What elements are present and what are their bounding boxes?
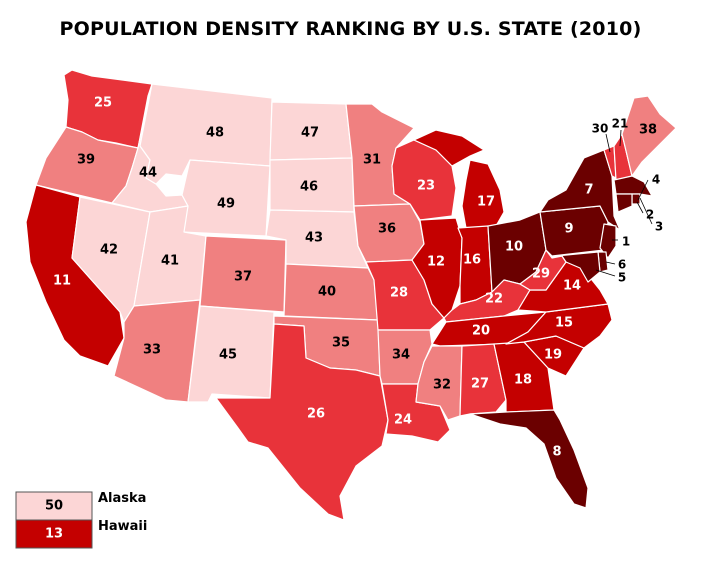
rank-new-jersey: 1: [622, 235, 630, 249]
state-new-jersey: [599, 223, 617, 259]
rank-south-dakota: 46: [300, 180, 318, 195]
rank-new-york: 7: [584, 183, 593, 198]
rank-pennsylvania: 9: [564, 222, 573, 237]
state-north-carolina: [505, 303, 613, 349]
state-new-mexico: [187, 305, 275, 403]
leader-lines: [595, 129, 653, 277]
rank-washington: 25: [94, 96, 112, 111]
state-massachusetts: [613, 175, 653, 197]
rank-montana: 48: [206, 126, 224, 141]
rank-wisconsin: 23: [417, 179, 435, 194]
rank-texas: 26: [307, 407, 325, 422]
inset-name-alaska: Alaska: [98, 491, 146, 506]
map-title: POPULATION DENSITY RANKING BY U.S. STATE…: [59, 18, 642, 40]
rank-massachusetts: 3: [655, 220, 663, 234]
rank-missouri: 28: [390, 286, 408, 301]
inset-rank-alaska: 50: [45, 499, 63, 514]
rank-north-carolina: 15: [555, 316, 573, 331]
rank-california: 11: [53, 274, 71, 289]
rank-oregon: 39: [77, 153, 95, 168]
state-arizona: [113, 299, 201, 403]
state-connecticut: [615, 193, 633, 213]
rank-wyoming: 49: [217, 197, 235, 212]
state-new-york: [539, 149, 621, 231]
rank-utah: 41: [161, 254, 179, 269]
rank-south-carolina: 19: [544, 348, 562, 363]
rank-delaware: 6: [618, 258, 626, 272]
rank-new-hampshire: 21: [612, 117, 629, 131]
rank-connecticut: 4: [652, 173, 660, 187]
rank-louisiana: 24: [394, 413, 412, 428]
rank-illinois: 12: [427, 255, 445, 270]
rank-arkansas: 34: [392, 348, 410, 363]
state-maine: [621, 95, 677, 177]
leader-rhode-island: [636, 201, 644, 214]
rank-florida: 8: [552, 445, 561, 460]
state-maryland: [555, 251, 601, 283]
rank-michigan: 17: [477, 195, 495, 210]
leader-maryland: [595, 269, 616, 277]
leader-massachusetts: [639, 197, 653, 225]
leader-connecticut: [637, 179, 649, 201]
rank-alabama: 27: [471, 377, 489, 392]
state-pennsylvania: [539, 205, 609, 257]
rank-indiana: 16: [463, 253, 481, 268]
state-florida: [469, 409, 589, 509]
inset-rank-hawaii: 13: [45, 527, 63, 542]
rank-maine: 38: [639, 123, 657, 138]
rank-ohio: 10: [505, 240, 523, 255]
rank-iowa: 36: [378, 222, 396, 237]
rank-arizona: 33: [143, 343, 161, 358]
rank-north-dakota: 47: [301, 126, 319, 141]
rank-oklahoma: 35: [332, 336, 350, 351]
inset-box-alaska: [15, 491, 93, 521]
rank-nebraska: 43: [305, 231, 323, 246]
rank-tennessee: 20: [472, 324, 490, 339]
rank-maryland: 5: [618, 271, 626, 285]
rank-rhode-island: 2: [646, 208, 654, 222]
rank-vermont: 30: [592, 122, 609, 136]
state-michigan-upper: [413, 129, 485, 167]
rank-colorado: 37: [234, 270, 252, 285]
rank-nevada: 42: [100, 243, 118, 258]
leader-vermont: [605, 133, 611, 153]
rank-kentucky: 22: [485, 292, 503, 307]
rank-kansas: 40: [318, 285, 336, 300]
rank-mississippi: 32: [433, 378, 451, 393]
leader-new-hampshire: [619, 129, 622, 147]
rank-virginia: 14: [563, 279, 581, 294]
insets: 50 Alaska 13 Hawaii: [15, 491, 147, 549]
inset-box-hawaii: [15, 519, 93, 549]
inset-name-hawaii: Hawaii: [98, 519, 147, 534]
rank-new-mexico: 45: [219, 348, 237, 363]
rank-minnesota: 31: [363, 153, 381, 168]
rank-west-virginia: 29: [532, 267, 550, 282]
state-texas: [215, 323, 389, 521]
rank-georgia: 18: [514, 373, 532, 388]
leader-delaware: [605, 261, 616, 265]
rank-idaho: 44: [139, 166, 157, 181]
